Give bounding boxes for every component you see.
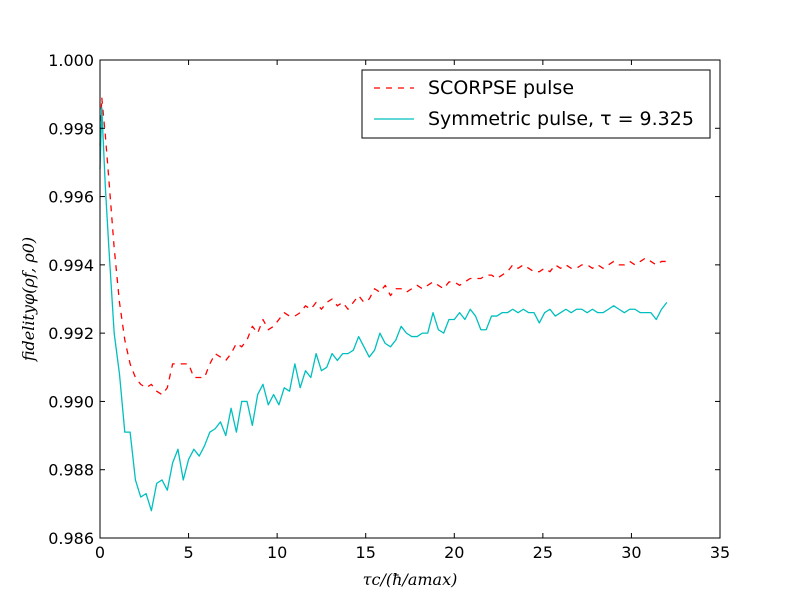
scorpse-pulse-series-line bbox=[99, 96, 667, 396]
x-axis-label: τc/(ħ/amax) bbox=[363, 570, 458, 589]
y-tick-label: 0.988 bbox=[48, 461, 94, 480]
y-axis-label: fidelityφ(ρf, ρ0) bbox=[19, 237, 38, 362]
y-tick-label: 0.986 bbox=[48, 529, 94, 548]
y-tick-label: 0.998 bbox=[48, 119, 94, 138]
x-tick-label: 0 bbox=[95, 543, 105, 562]
legend: SCORPSE pulse Symmetric pulse, τ = 9.325 bbox=[361, 69, 711, 139]
plot-frame bbox=[99, 59, 721, 539]
legend-label-scorpse: SCORPSE pulse bbox=[428, 77, 574, 99]
y-tick-label: 0.990 bbox=[48, 392, 94, 411]
y-tick-label: 0.996 bbox=[48, 188, 94, 207]
series-layer bbox=[99, 96, 668, 512]
x-tick-label: 5 bbox=[183, 543, 193, 562]
legend-label-symmetric: Symmetric pulse, τ = 9.325 bbox=[428, 108, 694, 130]
y-tick-label: 0.994 bbox=[48, 256, 94, 275]
x-tick-label: 30 bbox=[621, 543, 641, 562]
y-tick-label: 1.000 bbox=[48, 51, 94, 70]
x-tick-label: 10 bbox=[267, 543, 287, 562]
x-tick-label: 15 bbox=[356, 543, 376, 562]
legend-box bbox=[361, 69, 711, 139]
ticks-layer: 0 5 10 15 20 25 30 35 0.986 0.988 0.990 0.992 0.994 0… bbox=[48, 51, 730, 562]
x-tick-label: 35 bbox=[710, 543, 730, 562]
y-tick-label: 0.992 bbox=[48, 324, 94, 343]
symmetric-pulse-series-line bbox=[99, 107, 668, 512]
x-tick-label: 20 bbox=[444, 543, 464, 562]
x-tick-label: 25 bbox=[533, 543, 553, 562]
